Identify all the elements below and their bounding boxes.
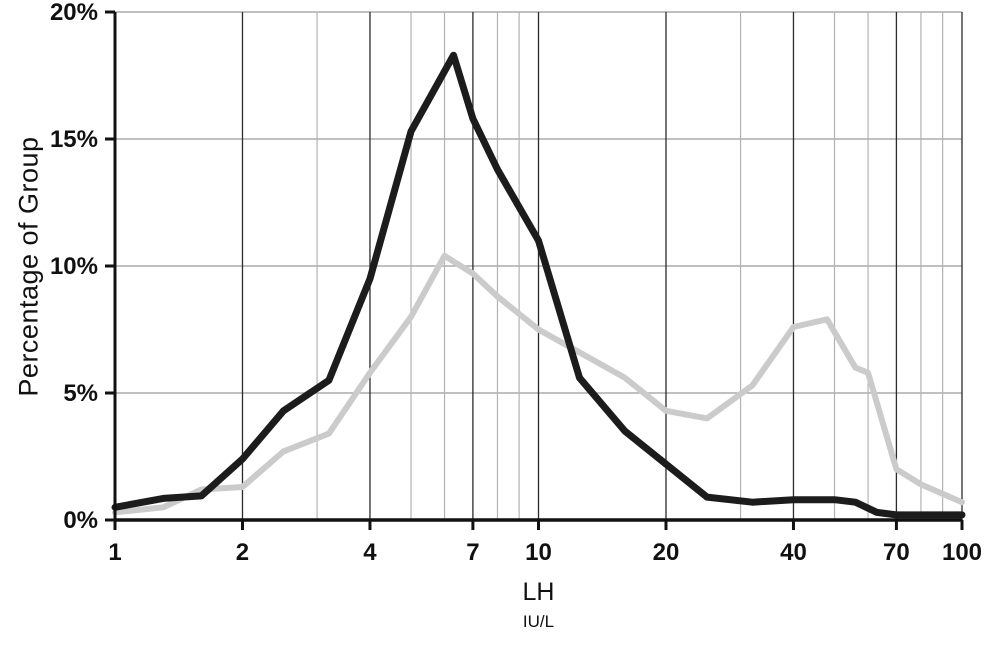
y-tick-label: 10% xyxy=(50,253,98,280)
x-axis-label: LH xyxy=(522,578,555,606)
y-tick-label: 15% xyxy=(50,126,98,153)
series-line-light-gray-group xyxy=(112,252,965,516)
y-tick-label: 5% xyxy=(63,380,98,407)
x-tick-label: 100 xyxy=(942,539,982,566)
x-tick-label: 10 xyxy=(525,539,552,566)
x-tick-label: 7 xyxy=(466,539,479,566)
x-tick-label: 70 xyxy=(883,539,910,566)
x-tick-label: 40 xyxy=(780,539,807,566)
x-axis-units-label: IU/L xyxy=(522,612,555,631)
x-tick-label: 1 xyxy=(108,539,121,566)
x-tick-label: 2 xyxy=(236,539,249,566)
series-line-black-group xyxy=(111,51,966,519)
y-tick-label: 0% xyxy=(63,507,98,534)
x-tick-label: 20 xyxy=(653,539,680,566)
x-tick-label: 4 xyxy=(363,539,377,566)
y-tick-label: 20% xyxy=(50,0,98,26)
